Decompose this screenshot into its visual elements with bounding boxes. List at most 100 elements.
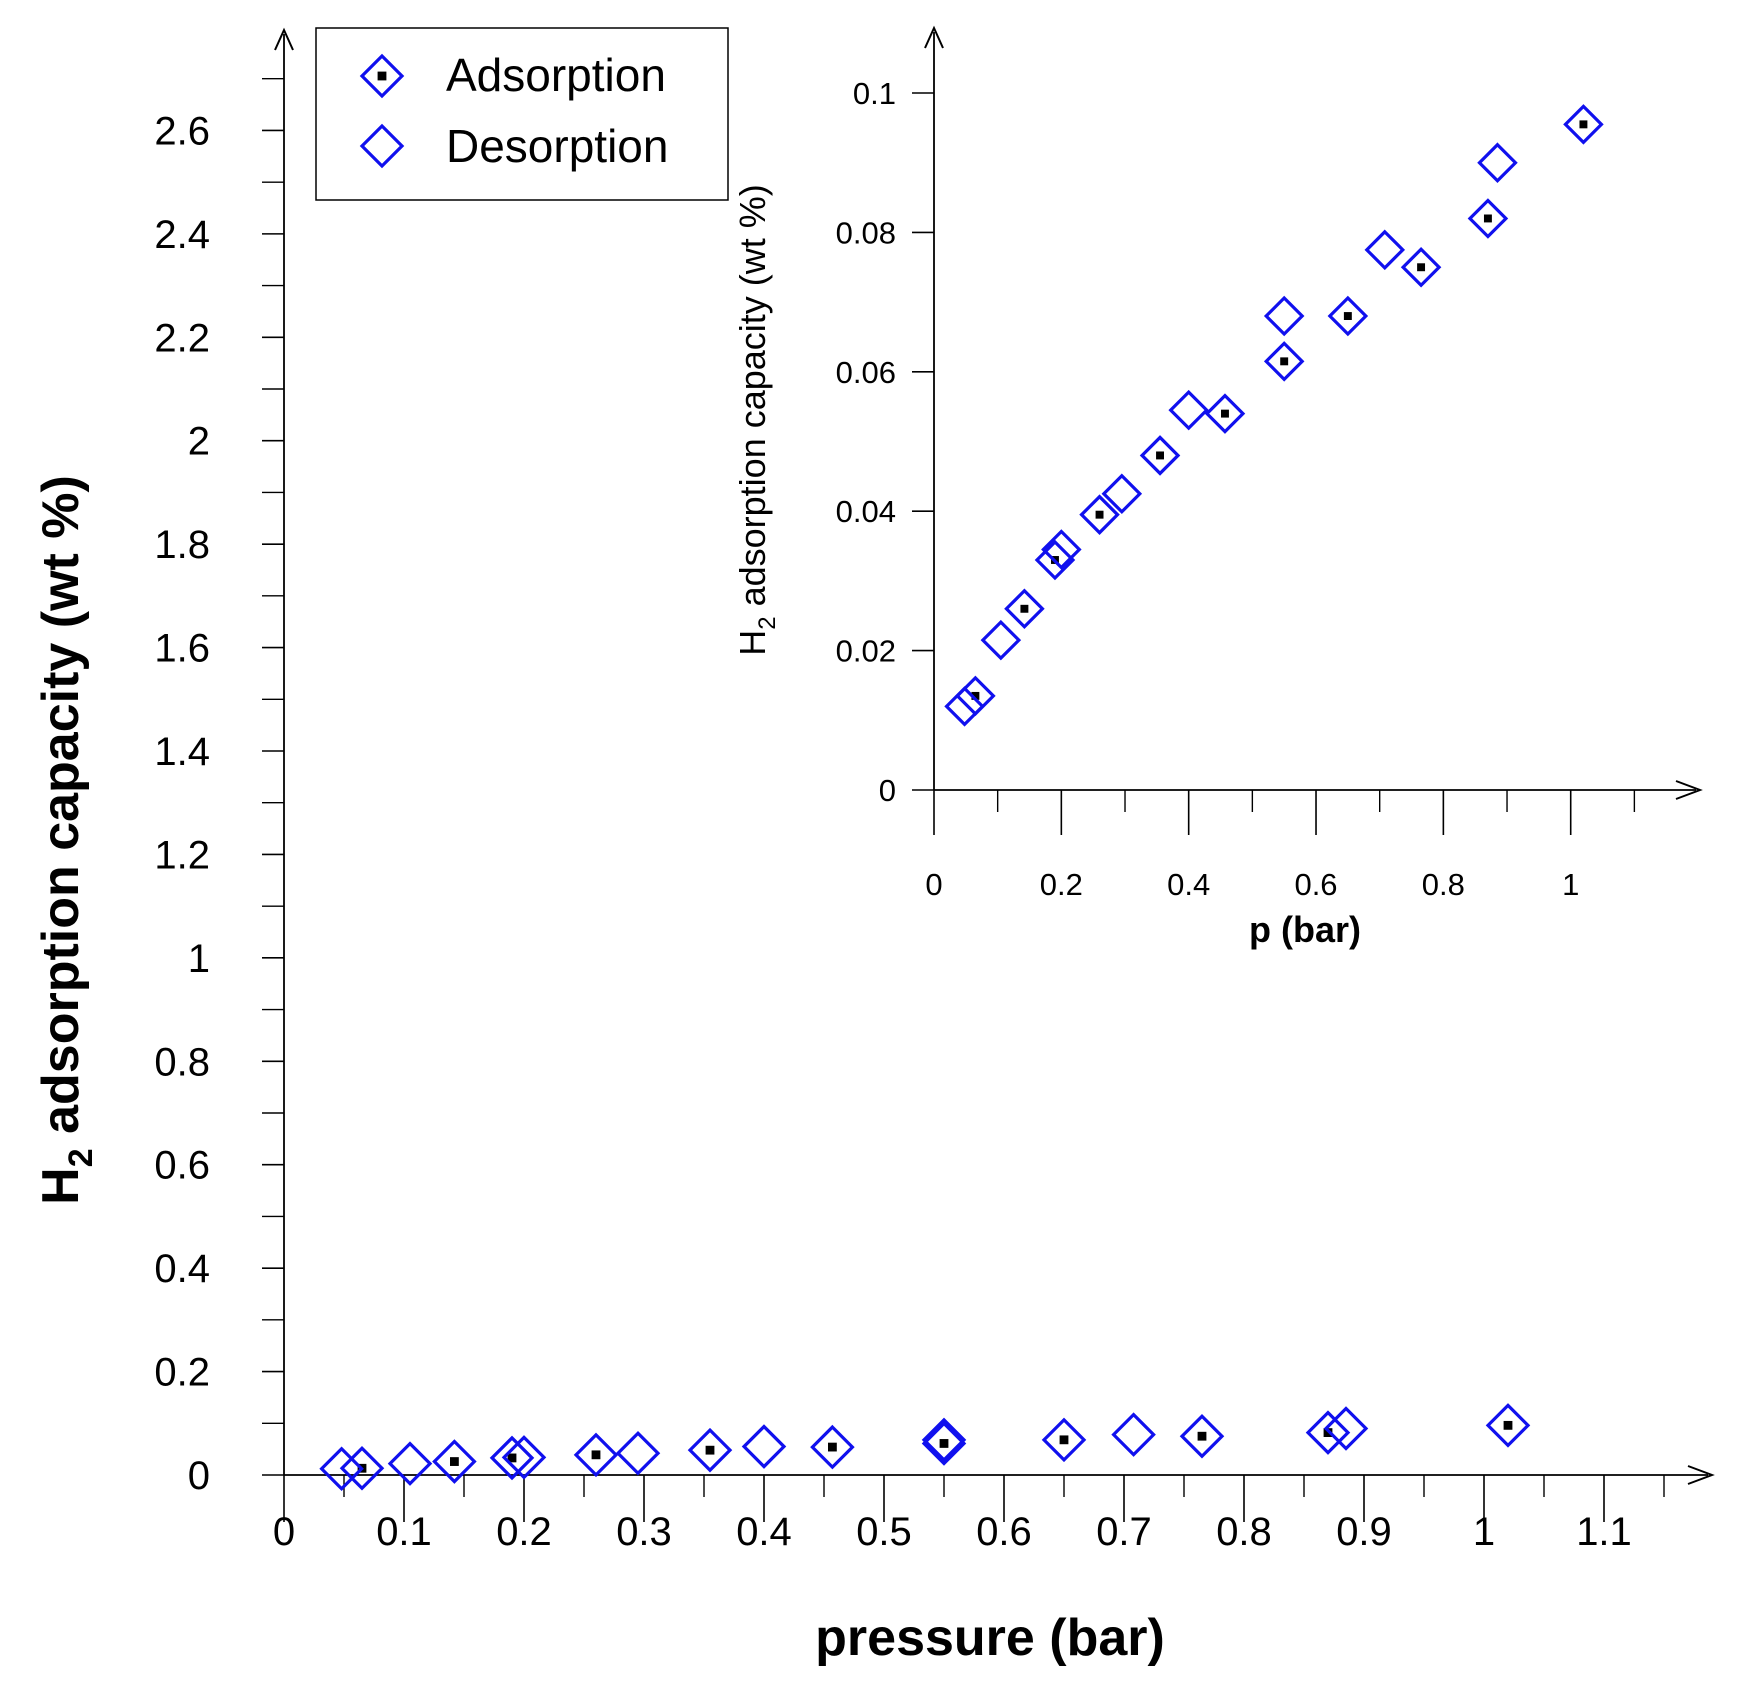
inset-point-adsorption-9-shape [1467, 198, 1509, 239]
inset-point-adsorption-2-shape [1034, 539, 1076, 581]
inset-point-adsorption-6-center-dot [1280, 357, 1289, 366]
inset-point-adsorption-7-shape [1327, 295, 1369, 337]
main-x-tick-label-9: 0.9 [1336, 1510, 1392, 1554]
main-point-adsorption-1-center-dot [450, 1457, 459, 1466]
inset-y-tick-label-0: 0 [879, 773, 896, 808]
inset-point-adsorption-8-center-dot [1417, 263, 1426, 272]
inset-point-adsorption-10 [1563, 104, 1604, 145]
main-point-desorption-7 [1323, 1406, 1369, 1451]
legend-marker-desorption-shape-shape [359, 123, 405, 169]
main-x-axis-arrow [1687, 1465, 1715, 1485]
inset-point-adsorption-5-center-dot [1221, 409, 1229, 418]
inset-point-adsorption-6 [1263, 341, 1305, 382]
inset-point-desorption-4-shape [1168, 389, 1209, 431]
inset-x-tick-label-2: 0.4 [1167, 867, 1210, 902]
inset-point-adsorption-7-center-dot [1343, 312, 1352, 320]
inset-y-axis-title: H2 adsorption capacity (wt %) [732, 184, 781, 656]
main-x-tick-label-8: 0.8 [1216, 1510, 1272, 1554]
inset-y-ticks: 0 0.02 0.04 0.06 0.08 0.1 [836, 76, 934, 808]
main-y-axis-title-subscript: 2 [62, 1148, 100, 1167]
legend-label-adsorption: Adsorption [446, 49, 666, 101]
legend-label-desorption: Desorption [446, 120, 668, 172]
inset-x-tick-label-4: 0.8 [1422, 867, 1465, 902]
main-point-adsorption-2 [489, 1435, 535, 1481]
inset-point-desorption-4 [1168, 389, 1209, 431]
inset-point-adsorption-10-shape [1563, 104, 1604, 145]
inset-y-tick-label-3: 0.06 [836, 355, 896, 390]
inset-data-points [944, 104, 1604, 727]
main-point-desorption-6 [1111, 1412, 1156, 1457]
inset-x-tick-label-1: 0.2 [1040, 867, 1083, 902]
inset-point-desorption-5-shape [1263, 295, 1305, 337]
inset-point-adsorption-4-shape [1139, 435, 1181, 476]
main-y-axis-title-h: H [32, 1167, 90, 1205]
main-point-adsorption-2-shape [489, 1435, 535, 1481]
inset-point-adsorption-5-shape [1204, 393, 1246, 434]
main-point-adsorption-4-shape [687, 1427, 733, 1473]
main-y-tick-label-4: 0.8 [154, 1040, 210, 1084]
inset-point-adsorption-6-shape [1263, 341, 1305, 382]
main-point-adsorption-5-shape [810, 1424, 855, 1470]
main-point-desorption-5 [921, 1417, 967, 1463]
main-x-tick-label-0: 0 [273, 1510, 295, 1554]
main-y-tick-label-1: 0.2 [154, 1351, 210, 1395]
main-point-adsorption-10-shape [1485, 1403, 1531, 1448]
main-point-desorption-7-shape [1323, 1406, 1369, 1451]
inset-point-adsorption-1 [1004, 588, 1045, 630]
main-y-axis-title-rest: adsorption capacity (wt %) [32, 475, 90, 1148]
inset-point-desorption-7-shape [1477, 142, 1518, 183]
main-y-ticks: 0 0.2 0.4 0.6 0.8 1 1.2 1.4 1.6 1.8 2 2.2 2.4 2.6 [154, 78, 284, 1498]
inset-point-adsorption-1-center-dot [1020, 604, 1029, 613]
main-point-adsorption-2-center-dot [507, 1453, 517, 1463]
inset-point-adsorption-0-center-dot [971, 691, 980, 700]
inset-point-desorption-5 [1263, 295, 1305, 337]
main-point-adsorption-7 [1041, 1417, 1087, 1463]
inset-point-desorption-3-shape [1101, 473, 1143, 515]
main-point-adsorption-3 [573, 1432, 619, 1478]
main-point-desorption-2-shape [501, 1435, 547, 1480]
main-x-tick-label-4: 0.4 [736, 1510, 792, 1554]
main-y-tick-label-12: 2.4 [154, 213, 210, 257]
main-axes [274, 27, 1715, 1485]
main-point-adsorption-10-center-dot [1503, 1420, 1513, 1430]
main-y-tick-label-5: 1 [188, 937, 210, 981]
main-y-tick-label-3: 0.6 [154, 1144, 210, 1188]
inset-x-axis-title: p (bar) [1249, 909, 1361, 950]
inset-point-desorption-1-shape [980, 619, 1022, 661]
inset-point-desorption-6-shape [1364, 229, 1406, 271]
main-x-tick-label-1: 0.1 [376, 1510, 432, 1554]
main-y-axis-title: H2 adsorption capacity (wt %) [32, 475, 100, 1205]
main-point-adsorption-5 [810, 1424, 855, 1470]
main-y-tick-label-9: 1.8 [154, 523, 210, 567]
main-point-adsorption-10 [1485, 1403, 1531, 1448]
main-x-ticks: 0 0.1 0.2 0.3 0.4 0.5 0.6 0.7 0.8 0.9 1 1.1 [273, 1475, 1665, 1554]
main-point-desorption-0 [319, 1446, 364, 1492]
main-point-desorption-2 [501, 1435, 547, 1480]
inset-point-adsorption-1-shape [1004, 588, 1045, 630]
inset-y-axis-title-h: H [732, 630, 773, 656]
legend-marker-adsorption-shape-shape [359, 53, 405, 99]
inset-point-adsorption-8 [1400, 246, 1442, 288]
inset-point-desorption-6 [1364, 229, 1406, 271]
main-y-tick-label-8: 1.6 [154, 627, 210, 671]
main-point-desorption-0-shape [319, 1446, 364, 1492]
inset-point-adsorption-9-center-dot [1483, 214, 1492, 223]
inset-y-axis-arrow [924, 25, 944, 49]
inset-point-adsorption-4 [1139, 435, 1181, 476]
main-point-adsorption-6-center-dot [939, 1439, 949, 1448]
main-plot: 0 0.2 0.4 0.6 0.8 1 1.2 1.4 1.6 1.8 2 2.2 2.4 2.6 0 0.… [32, 27, 1715, 1667]
main-point-adsorption-7-center-dot [1059, 1435, 1069, 1445]
inset-point-adsorption-3-shape [1079, 494, 1120, 535]
inset-point-adsorption-3-center-dot [1095, 510, 1104, 519]
inset-y-tick-label-4: 0.08 [836, 215, 896, 250]
inset-point-desorption-0 [944, 686, 985, 727]
legend-marker-desorption-shape [359, 123, 405, 169]
main-y-tick-label-13: 2.6 [154, 109, 210, 153]
inset-point-desorption-0-shape [944, 686, 985, 727]
inset-point-adsorption-0 [955, 675, 996, 717]
main-point-adsorption-1-shape [432, 1439, 477, 1484]
inset-point-adsorption-5 [1204, 393, 1246, 434]
legend: Adsorption Desorption [315, 27, 729, 201]
main-point-desorption-3 [615, 1431, 661, 1476]
inset-point-desorption-7 [1477, 142, 1518, 183]
